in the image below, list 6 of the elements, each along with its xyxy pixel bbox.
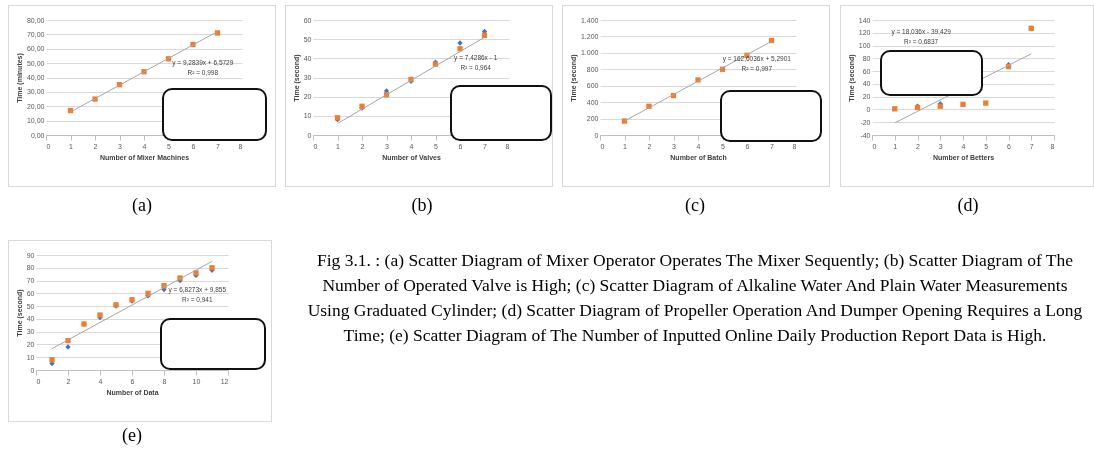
caption: Fig 3.1. : (a) Scatter Diagram of Mixer Operator Operates The Mixer Sequently; (b) Scatter Diagram of The Number of Operated Valve is High; (c) Scatter Diagram of Alkaline Water And Plain Water Measurements Using Graduated Cylinder; (d) Scatter Diagram of Propeller Operation And Dumper Opening Requires a Long Time; (e) Scatter Diagram of The Number of Inputted Online Daily Production Report Data is High.	[306, 249, 1084, 347]
text: (b)	[410, 195, 434, 216]
text: (d)	[956, 195, 980, 216]
text: (c)	[684, 195, 706, 216]
text: (e)	[121, 425, 143, 446]
text: (a)	[131, 195, 153, 216]
